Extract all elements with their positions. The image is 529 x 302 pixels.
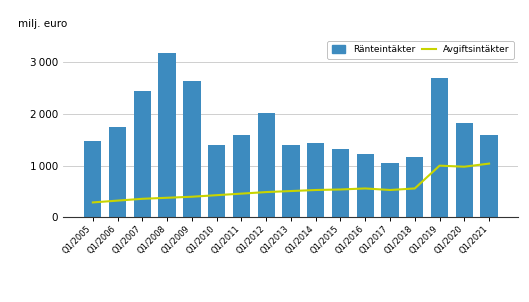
Bar [258, 113, 275, 217]
Bar [357, 154, 374, 217]
Bar [480, 135, 498, 217]
Bar [282, 146, 299, 217]
Bar [233, 135, 250, 217]
Bar [455, 123, 473, 217]
Bar [332, 149, 349, 217]
Bar [307, 143, 324, 217]
Bar [381, 162, 399, 217]
Text: milj. euro: milj. euro [18, 19, 67, 29]
Legend: Ränteintäkter, Avgiftsintäkter: Ränteintäkter, Avgiftsintäkter [327, 41, 514, 59]
Bar [84, 141, 102, 217]
Bar [183, 81, 200, 217]
Bar [431, 78, 448, 217]
Bar [406, 157, 423, 217]
Bar [159, 53, 176, 217]
Bar [109, 127, 126, 217]
Bar [208, 146, 225, 217]
Bar [134, 91, 151, 217]
